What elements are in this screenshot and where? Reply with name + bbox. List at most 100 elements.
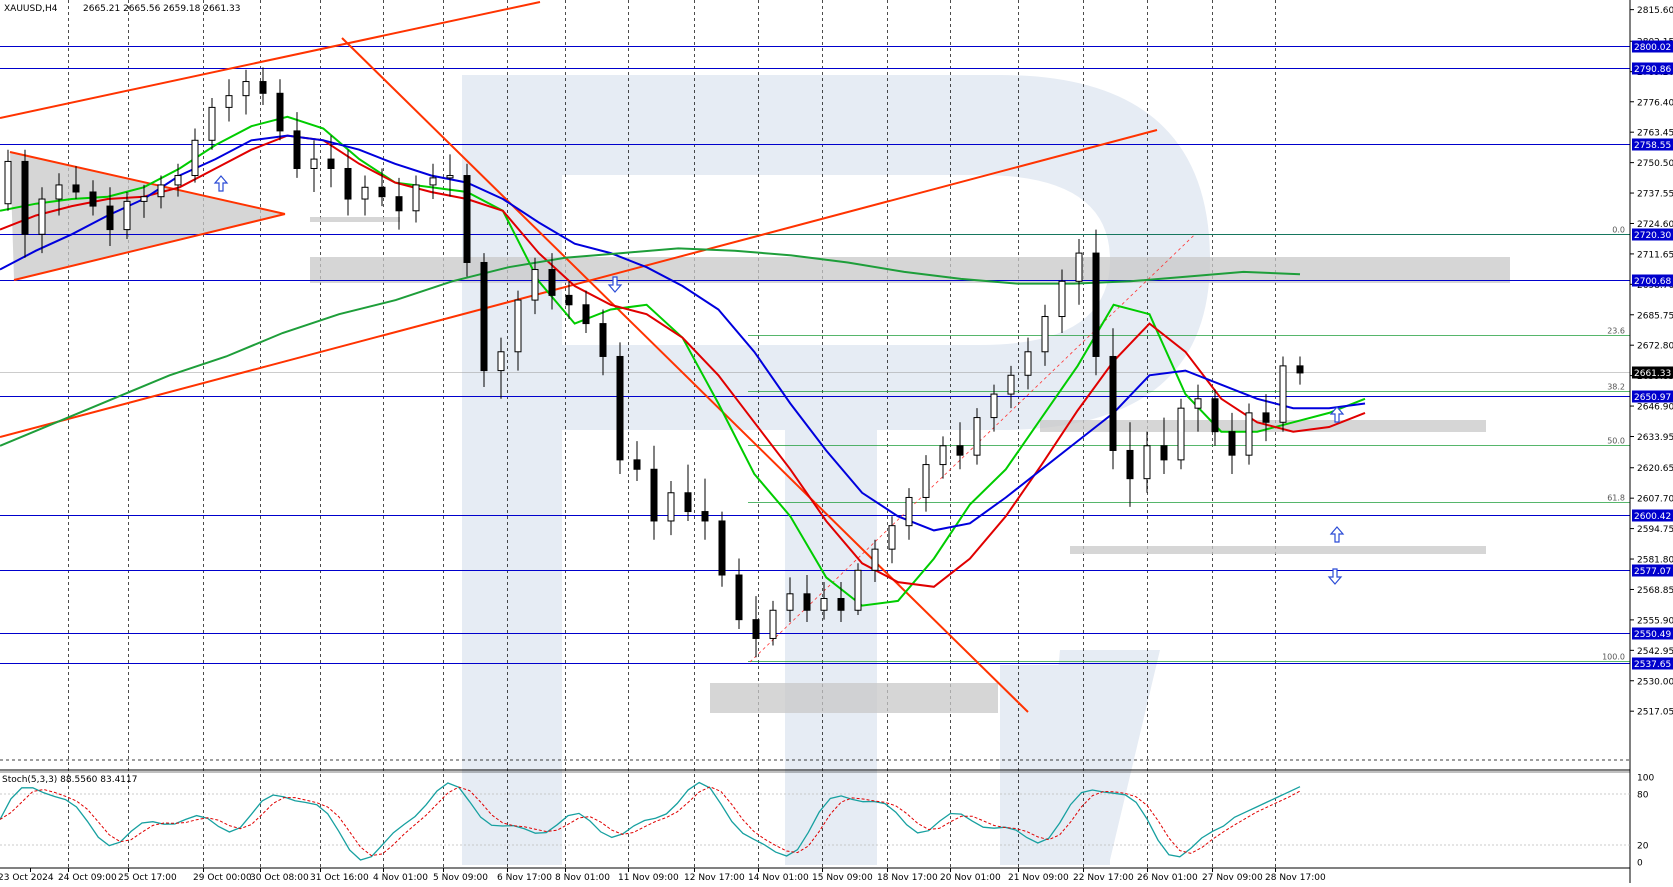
candle [225, 79, 233, 122]
down-arrow-icon [1327, 568, 1343, 585]
level-badge-value: 2758.55 [1634, 141, 1671, 151]
candle [939, 436, 947, 479]
time-tick-label: 11 Nov 09:00 [618, 873, 679, 883]
trendline [0, 129, 1158, 438]
up-arrow-icon [1329, 526, 1345, 543]
price-tick-label: 2685.75 [1637, 311, 1673, 321]
price-tick-label: 2711.65 [1637, 250, 1673, 260]
stoch-axis-label: 100 [1637, 774, 1654, 784]
candle [463, 163, 471, 277]
time-tick-label: 22 Nov 17:00 [1073, 873, 1134, 883]
time-tick-label: 28 Nov 17:00 [1265, 873, 1326, 883]
candle [905, 488, 913, 540]
grey-zone [1040, 420, 1486, 432]
fib-level-label: 0.0 [1612, 226, 1625, 235]
candle-body-bear [1296, 365, 1304, 374]
level-badge [1632, 62, 1673, 75]
candle-body-bull [242, 81, 250, 97]
candle [548, 253, 556, 310]
stochastic-oscillator [0, 781, 1630, 861]
candle [55, 173, 63, 216]
candle [157, 175, 165, 209]
candle-body-bear [752, 619, 760, 639]
candle [990, 384, 998, 432]
trendlines [0, 1, 1158, 713]
candle-body-bear [395, 196, 403, 212]
candle [429, 163, 437, 200]
candle-body-bear [276, 92, 284, 132]
candle-body-bull [412, 184, 420, 212]
price-tick-label: 2620.65 [1637, 464, 1673, 474]
down-arrow-icon [607, 276, 623, 293]
time-tick-label: 30 Oct 08:00 [250, 873, 309, 883]
price-tick-label: 2542.95 [1637, 647, 1673, 657]
price-tick-label: 2763.45 [1637, 129, 1673, 139]
trendline [13, 213, 286, 281]
fib-level-label: 38.2 [1607, 383, 1625, 392]
price-tick-label: 2672.80 [1637, 342, 1673, 352]
candlesticks [4, 67, 1304, 658]
candle-body-bull [939, 445, 947, 466]
candle-body-bull [191, 139, 199, 177]
fib-level-label: 50.0 [1607, 437, 1625, 446]
candle-body-bull [1279, 365, 1287, 423]
level-badge-value: 2550.49 [1634, 630, 1671, 640]
candle [4, 149, 12, 211]
time-tick-label: 18 Nov 17:00 [877, 873, 938, 883]
candle [1245, 403, 1253, 465]
candle [1160, 417, 1168, 474]
candle [310, 140, 318, 192]
candle-body-bull [361, 186, 369, 200]
candle-body-bull [225, 95, 233, 108]
price-tick-label: 2737.55 [1637, 190, 1673, 200]
candle [1058, 269, 1066, 333]
candle-body-bear [701, 511, 709, 522]
candle-body-bull [1177, 407, 1185, 461]
stochastic-axis: 100 80 20 0 [1637, 774, 1654, 869]
current-price-badge [1632, 366, 1673, 379]
candle [106, 187, 114, 247]
candle-body-bear [735, 574, 743, 621]
moving-average-blue [0, 134, 1366, 532]
candle-body-bear [1228, 431, 1236, 456]
price-tick-label: 2530.00 [1637, 677, 1673, 687]
candle-body-bear [1092, 252, 1100, 357]
time-tick-label: 4 Nov 01:00 [373, 873, 428, 883]
candle-body-bull [497, 351, 505, 372]
candle [174, 163, 182, 197]
candle [888, 516, 896, 564]
level-badge-value: 2600.42 [1634, 512, 1671, 522]
candle [38, 187, 46, 254]
time-tick-label: 5 Nov 09:00 [433, 873, 488, 883]
candle-body-bull [38, 198, 46, 235]
candle [242, 69, 250, 115]
level-badge [1632, 627, 1673, 640]
candle [395, 177, 403, 230]
price-tick-label: 2517.05 [1637, 708, 1673, 718]
triangle-zone [10, 152, 285, 280]
candle [123, 191, 131, 239]
candle-body-bull [55, 184, 63, 200]
price-tick-label: 2646.90 [1637, 403, 1673, 413]
stoch-axis-label: 20 [1637, 842, 1649, 852]
candle-body-bear [803, 593, 811, 611]
level-badge [1632, 390, 1673, 403]
candle [854, 563, 862, 615]
candle-body-bear [72, 184, 80, 193]
candle-body-bear [259, 81, 267, 94]
candle-body-bull [446, 175, 454, 179]
level-badge-value: 2700.68 [1634, 277, 1671, 287]
candle-body-bull [514, 299, 522, 353]
candle-body-bull [1024, 351, 1032, 376]
signal-arrows [213, 175, 1345, 585]
candle-body-bear [718, 520, 726, 576]
candle [565, 281, 573, 319]
candle-body-bull [820, 598, 828, 611]
candle-body-bear [548, 269, 556, 296]
candle-body-bull [1245, 412, 1253, 456]
candle [1075, 238, 1083, 305]
grey-zone [1070, 546, 1486, 554]
level-badge [1632, 564, 1673, 577]
candle-body-bear [1262, 412, 1270, 423]
